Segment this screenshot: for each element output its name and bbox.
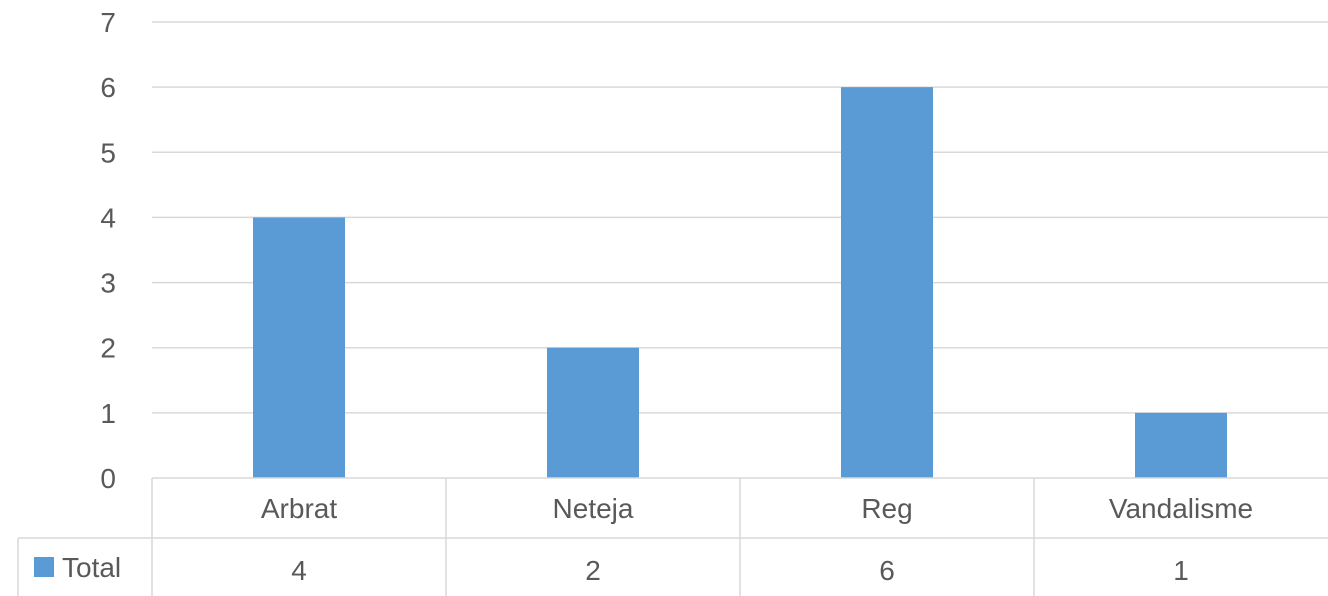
category-label: Vandalisme (1109, 493, 1253, 524)
y-tick-label: 7 (100, 7, 116, 38)
category-label: Arbrat (261, 493, 337, 524)
legend-swatch (34, 557, 54, 577)
bar-neteja (547, 347, 639, 478)
category-label: Reg (861, 493, 912, 524)
table-value-cell: 2 (585, 555, 601, 586)
category-label: Neteja (553, 493, 634, 524)
y-tick-label: 2 (100, 333, 116, 364)
bar-reg (841, 87, 933, 479)
bar-arbrat (253, 217, 345, 478)
bar-vandalisme (1135, 412, 1227, 478)
y-tick-label: 1 (100, 398, 116, 429)
y-axis-ticks: 0 1 2 3 4 5 6 7 (100, 7, 116, 494)
table-value-cell: 1 (1173, 555, 1189, 586)
y-tick-label: 6 (100, 72, 116, 103)
gridlines (152, 21, 1328, 414)
y-tick-label: 5 (100, 137, 116, 168)
y-tick-label: 3 (100, 268, 116, 299)
table-value-cell: 4 (291, 555, 307, 586)
bar-series (253, 87, 1227, 479)
data-table: Arbrat 4 Neteja 2 Reg 6 Vandalisme 1 Total (17, 477, 1328, 596)
legend-label: Total (62, 552, 121, 583)
table-value-cell: 6 (879, 555, 895, 586)
y-tick-label: 4 (100, 202, 116, 233)
y-tick-label: 0 (100, 463, 116, 494)
